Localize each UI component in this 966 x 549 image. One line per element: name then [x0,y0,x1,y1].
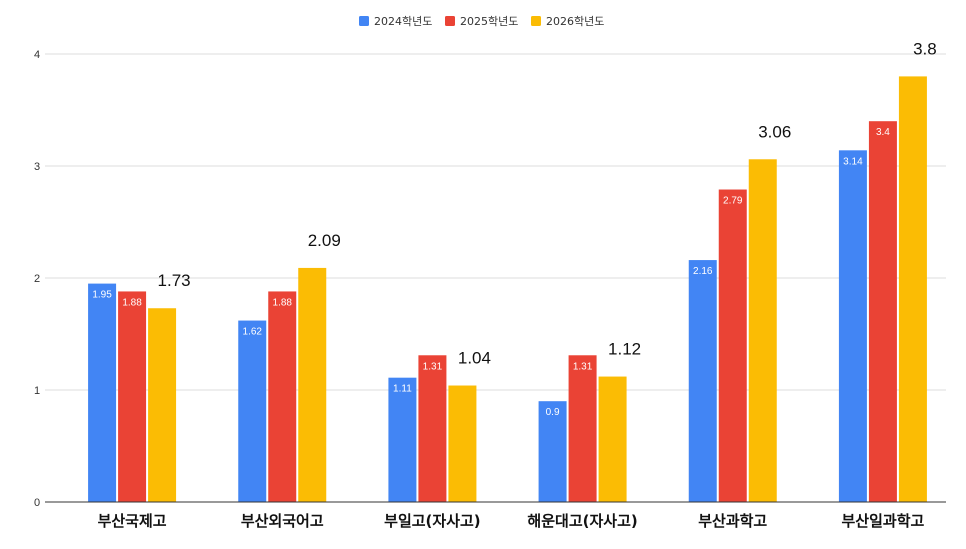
legend-label: 2026학년도 [546,15,604,28]
y-tick-label: 2 [34,273,40,285]
data-label: 1.04 [458,349,491,368]
data-label: 3.14 [843,156,863,167]
data-label: 3.06 [758,122,791,141]
bar [418,355,447,502]
axes: 0 1 2 3 4 부산국제고 부산외국어고 부일고(자사고) 해운대고(자사고) 부산과학고 부산… [34,49,946,530]
x-tick-label: 부산외국어고 [241,512,324,530]
y-tick-label: 1 [34,385,40,397]
bar [268,291,297,502]
data-label: 1.31 [423,361,443,372]
bar [898,76,927,503]
data-label: 1.11 [393,384,412,395]
data-label: 3.4 [876,127,890,138]
gridlines [45,53,946,391]
bar [598,376,627,502]
bar [88,283,117,502]
legend-label: 2025학년도 [460,15,518,28]
bar [568,355,597,502]
data-label: 1.31 [573,361,593,372]
legend: 2024학년도 2025학년도 2026학년도 [359,15,604,28]
x-tick-label: 부산국제고 [98,512,167,530]
bar [148,308,177,502]
data-labels: 1.95 1.88 1.73 1.62 1.88 2.09 1.11 1.31 1.04 0.9 1… [92,39,936,418]
data-label: 1.88 [122,297,142,308]
data-label: 1.73 [158,271,191,290]
y-tick-label: 0 [34,497,40,509]
legend-swatch [445,16,455,26]
x-tick-label: 부산일과학고 [842,512,925,530]
bar [688,260,717,502]
bar [118,291,147,502]
bar [538,401,567,502]
y-tick-label: 4 [34,49,40,61]
bar [238,320,267,502]
data-label: 0.9 [546,407,560,418]
bar [838,150,867,502]
bar [298,267,327,502]
bar [868,121,897,502]
y-tick-label: 3 [34,161,40,173]
data-label: 3.8 [913,39,937,58]
data-label: 1.12 [608,340,641,359]
legend-swatch [359,16,369,26]
data-label: 2.79 [723,196,743,207]
data-label: 1.88 [273,297,293,308]
x-tick-label: 부일고(자사고) [384,512,481,530]
bar [748,159,777,502]
data-label: 2.16 [693,266,713,277]
x-tick-label: 해운대고(자사고) [527,512,637,530]
legend-label: 2024학년도 [374,15,432,28]
data-label: 1.95 [92,290,112,301]
data-label: 1.62 [243,327,263,338]
bar [388,377,417,502]
data-label: 2.09 [308,231,341,250]
bars [88,76,927,503]
bar [718,189,747,502]
x-tick-label: 부산과학고 [698,512,767,530]
bar [448,385,477,502]
legend-swatch [531,16,541,26]
